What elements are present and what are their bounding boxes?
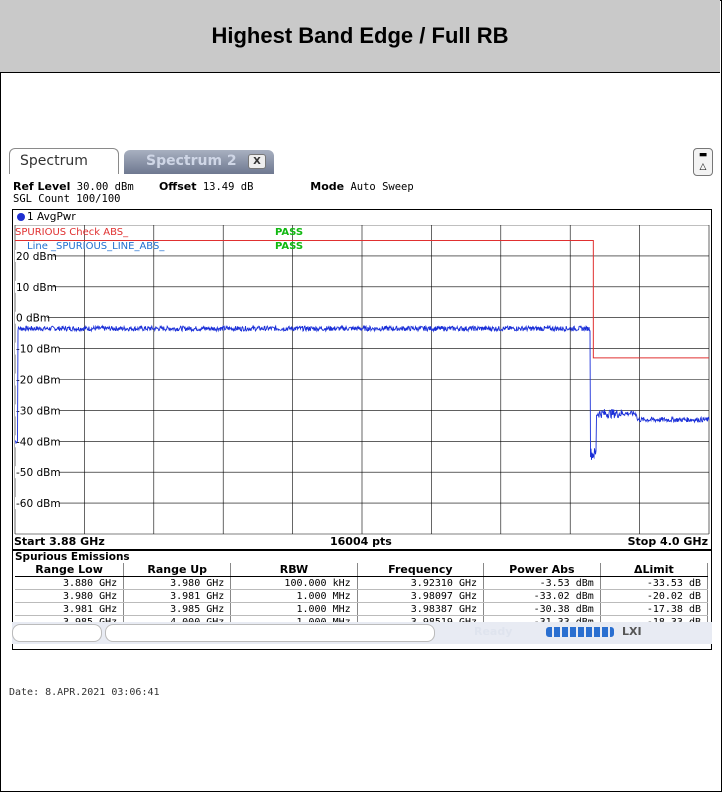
- y-tick-label: -30 dBm: [16, 405, 61, 417]
- table-cell: 1.000 MHz: [230, 589, 358, 603]
- y-tick-label-bg: [15, 466, 59, 479]
- table-cell: 3.981 GHz: [15, 602, 125, 616]
- lxi-icon: LXI: [622, 625, 642, 638]
- page-header: Highest Band Edge / Full RB: [0, 0, 720, 73]
- close-tab-icon[interactable]: X: [248, 154, 266, 169]
- trace-marker-icon: [17, 213, 25, 221]
- limit-check-label-2: Line _SPURIOUS_LINE_ABS_: [27, 241, 165, 252]
- y-tick-label: 10 dBm: [16, 282, 57, 294]
- pass-label-1: PASS: [275, 227, 303, 238]
- table-cell: 3.980 GHz: [123, 576, 232, 590]
- limit-line: [15, 239, 709, 359]
- y-tick-label: -60 dBm: [16, 498, 61, 510]
- column-header: Power Abs: [483, 563, 601, 577]
- table-cell: 3.98387 GHz: [357, 602, 485, 616]
- ref-level-value: 30.00 dBm: [76, 181, 134, 193]
- spectrum-chart: 1 AvgPwr 20 dBm 10 dBm 0 dBm -10 dBm -20 dBm…: [12, 209, 712, 550]
- table-cell: 1.000 MHz: [230, 602, 358, 616]
- table-cell: 3.985 GHz: [123, 602, 232, 616]
- sgl-count: SGL Count 100/100: [13, 193, 121, 205]
- y-tick-label-bg: [15, 342, 59, 355]
- display-toggle-icon[interactable]: ▬ △: [693, 148, 713, 176]
- table-row: 3.980 GHz 3.981 GHz 1.000 MHz 3.98097 GHz -3…: [15, 589, 709, 603]
- tab-spectrum-2[interactable]: Spectrum 2 X: [124, 150, 274, 174]
- table-cell: -33.02 dBm: [483, 589, 601, 603]
- x-stop-label: Stop 4.0 GHz: [627, 535, 708, 548]
- table-row: 3.880 GHz 3.980 GHz 100.000 kHz 3.92310 GHz…: [15, 576, 709, 590]
- spurious-table: Range Low Range Up RBW Frequency Power Abs ΔL…: [15, 563, 709, 629]
- table-cell: 100.000 kHz: [230, 576, 358, 590]
- offset-value: 13.49 dB: [202, 181, 254, 193]
- status-field-message[interactable]: [105, 624, 435, 642]
- y-tick-label: -50 dBm: [16, 467, 61, 479]
- y-tick-label: -40 dBm: [16, 436, 61, 448]
- y-tick-label: 0 dBm: [16, 313, 50, 325]
- y-tick-label-bg: [15, 497, 59, 510]
- status-ready: Ready: [474, 625, 513, 638]
- table-cell: -30.38 dBm: [483, 602, 601, 616]
- column-header: Frequency: [357, 563, 485, 577]
- y-tick-label-bg: [15, 249, 53, 262]
- table-cell: 3.92310 GHz: [357, 576, 485, 590]
- tab-spectrum-2-label: Spectrum 2: [146, 153, 237, 169]
- y-tick-label-bg: [15, 435, 59, 448]
- y-tick-label-bg: [15, 404, 59, 417]
- y-tick-label-bg: [15, 311, 47, 324]
- y-tick-label-bg: [15, 280, 53, 293]
- table-cell: -17.38 dB: [600, 602, 709, 616]
- trace-label-text: 1 AvgPwr: [27, 211, 76, 223]
- page-title: Highest Band Edge / Full RB: [211, 23, 509, 48]
- y-tick-label: 20 dBm: [16, 251, 57, 263]
- progress-bar: [546, 627, 614, 637]
- status-bar: Ready LXI: [12, 622, 712, 644]
- x-points-label: 16004 pts: [330, 535, 392, 548]
- mode-value: Auto Sweep: [350, 181, 414, 193]
- date-stamp: Date: 8.APR.2021 03:06:41: [9, 687, 160, 698]
- table-cell: 3.880 GHz: [15, 576, 125, 590]
- analyzer-screenshot: Spectrum Spectrum 2 X ▬ △ Ref Level 30.00…: [9, 140, 713, 700]
- x-axis-footer: Start 3.88 GHz 16004 pts Stop 4.0 GHz: [12, 533, 712, 550]
- table-cell: -20.02 dB: [600, 589, 709, 603]
- x-start-label: Start 3.88 GHz: [14, 535, 105, 548]
- table-cell: 3.98097 GHz: [357, 589, 485, 603]
- table-cell: 3.981 GHz: [123, 589, 232, 603]
- pass-label-2: PASS: [275, 241, 303, 252]
- table-cell: -3.53 dBm: [483, 576, 601, 590]
- tab-bar: Spectrum Spectrum 2 X ▬ △: [9, 148, 713, 176]
- offset-label: Offset: [158, 180, 197, 193]
- tab-spectrum[interactable]: Spectrum: [9, 148, 119, 174]
- status-field-left[interactable]: [12, 624, 102, 642]
- table-row: 3.981 GHz 3.985 GHz 1.000 MHz 3.98387 GHz -3…: [15, 602, 709, 616]
- trace-line: [14, 324, 710, 460]
- ref-level-label: Ref Level: [13, 180, 71, 193]
- table-cell: 3.980 GHz: [15, 589, 125, 603]
- y-tick-label: -20 dBm: [16, 375, 61, 387]
- spurious-title: Spurious Emissions: [15, 551, 130, 563]
- mode-label: Mode: [310, 180, 345, 193]
- column-header: Range Up: [123, 563, 232, 577]
- limit-check-label-1: SPURIOUS Check ABS_: [15, 227, 129, 238]
- trace-label: 1 AvgPwr: [17, 211, 76, 223]
- column-header: ΔLimit: [600, 563, 709, 577]
- y-tick-label: -10 dBm: [16, 344, 61, 356]
- column-header: Range Low: [15, 563, 125, 577]
- table-cell: -33.53 dB: [600, 576, 709, 590]
- spectrum-plot: 20 dBm 10 dBm 0 dBm -10 dBm -20 dBm -30 dBm -4…: [14, 225, 710, 535]
- column-header: RBW: [230, 563, 358, 577]
- y-tick-label-bg: [15, 373, 59, 386]
